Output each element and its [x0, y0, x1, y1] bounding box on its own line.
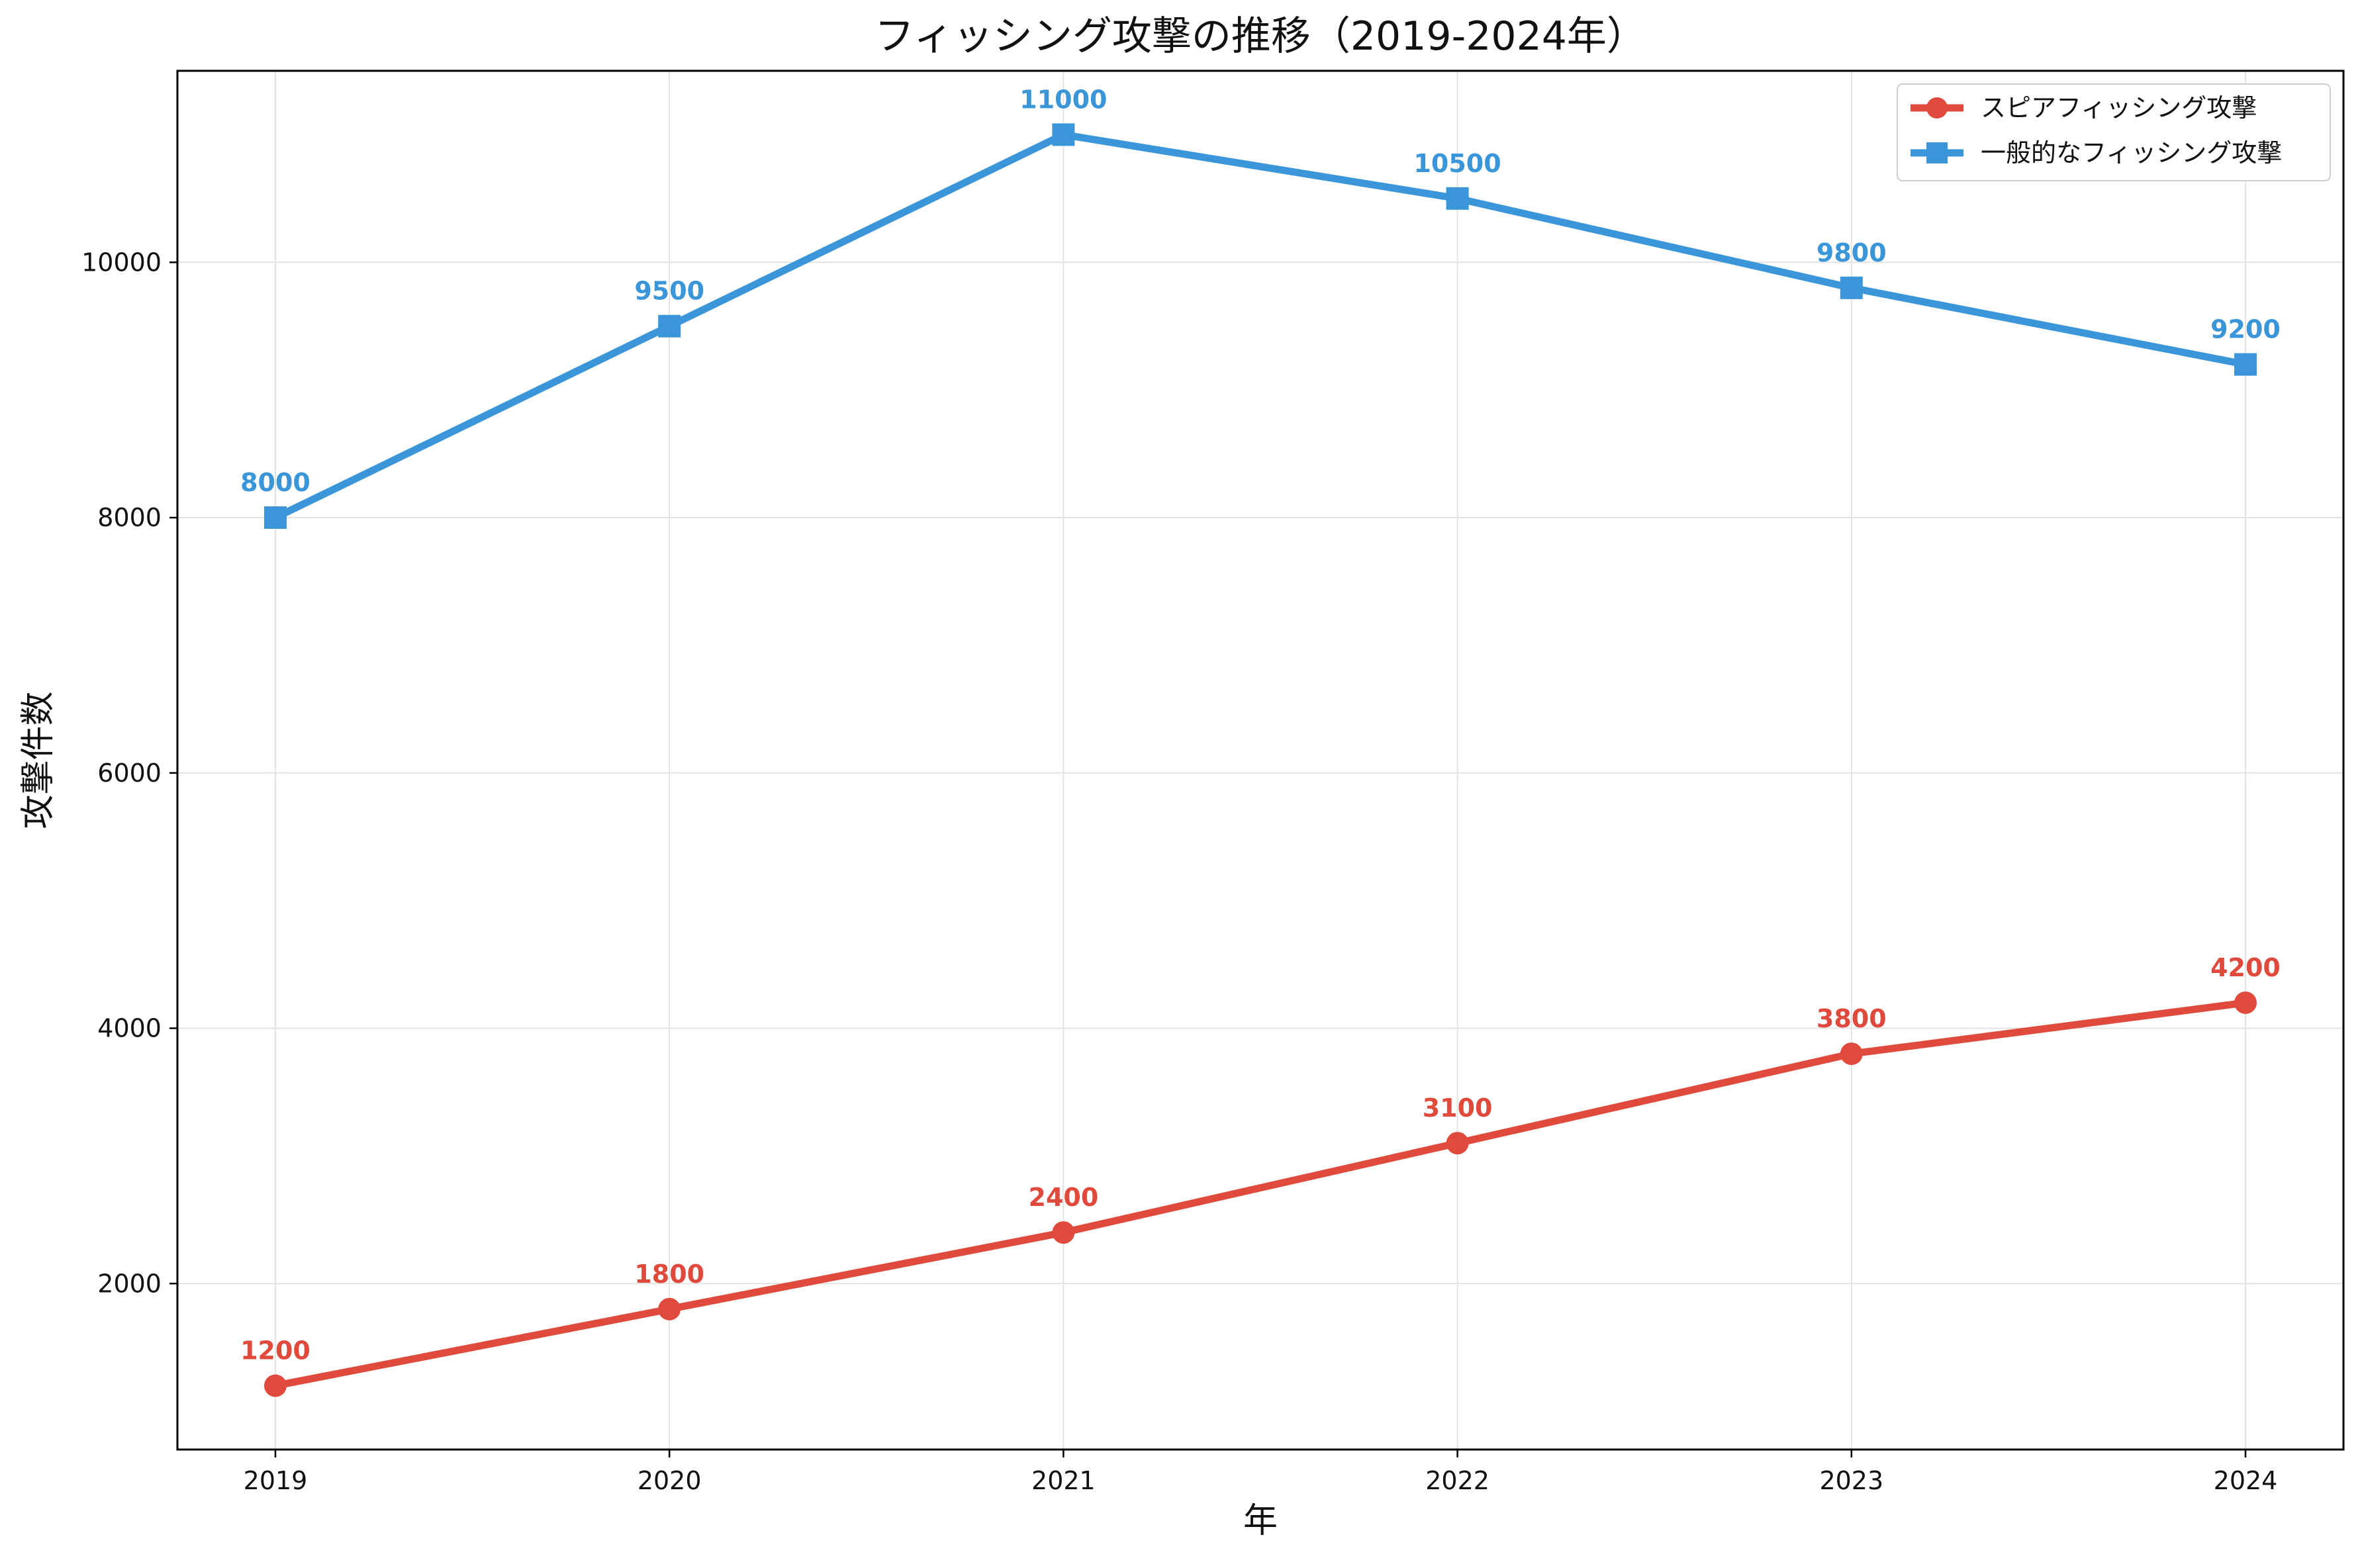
legend-marker [1926, 142, 1948, 163]
data-label: 11000 [1019, 85, 1107, 114]
data-point-marker [264, 1374, 287, 1397]
series-layer: 1200 1800 2400 3100 3800 4200 8000 9500 11000 105… [240, 85, 2281, 1397]
data-label: 8000 [240, 468, 310, 497]
series-1: 1200 1800 2400 3100 3800 4200 [240, 953, 2281, 1397]
y-axis-label: 攻撃件数 [19, 691, 58, 829]
y-tick-label: 10000 [81, 248, 162, 277]
data-point-marker [658, 314, 681, 338]
legend-marker [1926, 97, 1948, 118]
legend-box [1897, 83, 2331, 181]
x-tick-label: 2019 [244, 1466, 308, 1495]
y-tick-label: 6000 [97, 759, 162, 788]
legend-item: スピアフィッシング攻撃 [1911, 93, 2257, 122]
data-point-marker [1052, 123, 1075, 146]
x-tick-label: 2024 [2214, 1466, 2278, 1495]
grid [177, 71, 2343, 1450]
data-label: 9200 [2210, 315, 2281, 344]
x-tick-label: 2022 [1425, 1466, 1489, 1495]
y-tick-label: 4000 [97, 1014, 162, 1043]
series-line [271, 130, 2249, 522]
data-point-marker [1446, 187, 1469, 210]
x-tick-label: 2020 [638, 1466, 702, 1495]
data-point-marker [1446, 1132, 1469, 1155]
series-2: 8000 9500 11000 10500 9800 9200 [240, 85, 2281, 530]
data-point-marker [1840, 1042, 1863, 1066]
data-label: 1800 [634, 1260, 704, 1289]
data-label: 4200 [2210, 953, 2281, 982]
data-label: 2400 [1029, 1183, 1099, 1212]
data-point-marker [1052, 1221, 1075, 1244]
data-point-marker [264, 506, 287, 530]
plot-frame [176, 69, 2345, 1451]
data-point-marker [2234, 353, 2257, 376]
data-point-marker [658, 1297, 681, 1320]
x-tick-label: 2021 [1031, 1466, 1096, 1495]
data-label: 1200 [240, 1336, 310, 1365]
data-label: 10500 [1413, 149, 1501, 178]
data-label: 3100 [1423, 1093, 1493, 1123]
legend-label: スピアフィッシング攻撃 [1981, 93, 2257, 122]
x-tick-label: 2023 [1819, 1466, 1883, 1495]
y-tick-label: 2000 [97, 1269, 162, 1298]
y-tick-label: 8000 [97, 503, 162, 532]
chart-title: フィッシング攻撃の推移（2019-2024年） [874, 13, 1646, 60]
data-label: 9500 [634, 277, 704, 306]
legend-label: 一般的なフィッシング攻撃 [1981, 138, 2282, 167]
legend-item: 一般的なフィッシング攻撃 [1911, 138, 2282, 167]
data-label: 3800 [1817, 1004, 1887, 1033]
data-point-marker [2234, 991, 2257, 1014]
series-line [271, 999, 2249, 1390]
data-point-marker [1840, 276, 1863, 299]
axis-ticks: 2019 2020 2021 2022 2023 2024 2000 4000 6000 8000… [81, 248, 2277, 1495]
data-label: 9800 [1817, 238, 1887, 267]
x-axis-label: 年 [1243, 1501, 1278, 1541]
